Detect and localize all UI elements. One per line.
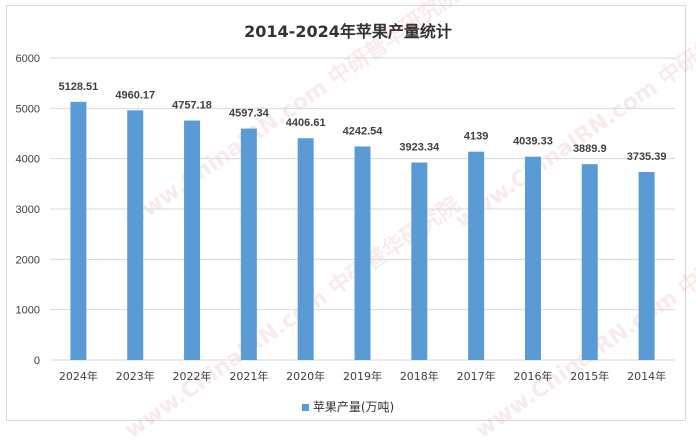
legend-label: 苹果产量(万吨) [312,400,395,414]
x-tick-label: 2021年 [229,369,268,383]
bar [581,164,598,360]
bar [468,151,485,360]
legend: 苹果产量(万吨) [0,398,696,415]
data-label: 4597.34 [229,108,270,120]
data-label: 4960.17 [115,89,155,101]
data-label: 4139 [464,131,488,143]
y-tick-label: 6000 [16,53,40,65]
bar [354,146,371,360]
data-label: 3923.34 [399,142,440,154]
x-tick-label: 2016年 [513,369,552,383]
x-tick-label: 2022年 [173,369,212,383]
data-label: 4242.54 [343,125,384,137]
data-label: 3735.39 [627,151,667,163]
chart-frame [6,5,686,421]
data-label: 5128.51 [59,81,99,93]
x-tick-label: 2018年 [400,369,439,383]
chart-title: 2014-2024年苹果产量统计 [244,22,452,41]
data-label: 4406.61 [286,117,326,129]
x-tick-label: 2024年 [59,369,98,383]
x-tick-label: 2017年 [457,369,496,383]
data-label: 3889.9 [573,143,607,155]
bar [411,162,428,360]
bar [524,156,541,360]
data-label: 4757.18 [172,100,212,112]
y-tick-label: 0 [34,355,40,367]
bar [127,110,144,361]
y-tick-label: 4000 [16,154,40,166]
bar-chart: 0 1000 2000 3000 4000 5000 6000 5128.51 2024年 496… [16,53,675,383]
bar [70,101,87,361]
y-tick-label: 5000 [16,103,40,115]
legend-swatch [301,404,309,411]
bar [240,128,257,360]
data-label: 4039.33 [513,136,553,148]
x-tick-label: 2020年 [286,369,325,383]
bar [638,171,655,360]
bar [184,120,201,361]
x-tick-label: 2014年 [627,369,666,383]
x-tick-label: 2015年 [570,369,609,383]
bar [297,138,314,360]
y-tick-label: 2000 [16,254,40,266]
x-tick-label: 2019年 [343,369,382,383]
y-tick-label: 1000 [16,305,40,317]
y-tick-label: 3000 [16,204,40,216]
x-tick-label: 2023年 [116,369,155,383]
